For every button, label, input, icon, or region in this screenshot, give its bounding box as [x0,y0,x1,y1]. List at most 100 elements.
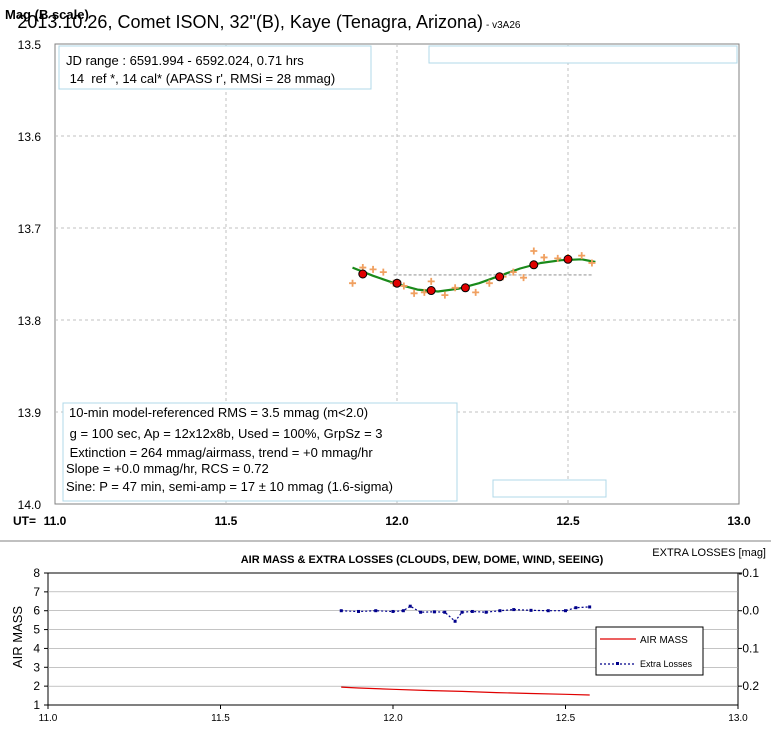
bottom-chart-title: AIR MASS & EXTRA LOSSES (CLOUDS, DEW, DO… [241,554,604,566]
top-x-tick-label: 12.5 [556,514,580,528]
bottom-legend: AIR MASS Extra Losses [595,626,704,676]
bottom-y-tick-label: 3 [33,660,40,674]
extra-losses-point [408,604,412,608]
top-y-tick-label: 14.0 [18,498,42,512]
raw-point [472,288,480,296]
raw-point [485,279,493,287]
info-line: Sine: P = 47 min, semi-amp = 17 ± 10 mma… [66,479,393,494]
raw-point [400,282,408,290]
bottom-y2-tick-label: -0.1 [738,566,759,580]
extra-losses-point [564,609,567,613]
raw-point [540,253,548,261]
extra-losses-point [401,609,405,613]
average-point [460,283,470,293]
top-y-tick-label: 13.7 [18,222,42,236]
bottom-y2-tick-label: 0.1 [742,641,759,655]
bottom-y-tick-label: 8 [33,566,40,580]
raw-point [427,277,435,285]
legend-label-air-mass: AIR MASS [640,635,688,646]
top-y-tick-label: 13.5 [18,38,42,52]
info-line: 10-min model-referenced RMS = 3.5 mmag (… [69,405,368,420]
empty-legend-box-top [428,45,738,64]
bottom-x-tick-labels: 11.0 11.5 12.0 12.5 13.0 [39,713,749,724]
raw-point [441,291,449,299]
bottom-x-tick-label: 12.0 [383,713,403,724]
bottom-x-tick-label: 12.5 [556,713,576,724]
average-point [495,272,505,282]
raw-point [530,247,538,255]
top-x-tick-label: 11.5 [215,514,238,528]
x-axis-prefix: UT= [13,514,36,528]
extra-losses-point [374,609,378,613]
top-chart-title: 2013.10.26, Comet ISON, 32"(B), Kaye (Te… [17,12,483,32]
average-point [392,278,402,288]
extra-losses-line [341,605,590,623]
average-point [426,286,436,296]
bottom-y-tick-label: 4 [33,641,40,655]
top-x-tick-labels: 11.0 11.5 12.0 12.5 13.0 [44,514,751,528]
legend-label-extra-losses: Extra Losses [640,659,693,669]
info-line: Extinction = 264 mmag/airmass, trend = +… [66,445,373,460]
raw-point [451,284,459,292]
info-box-bottom: 10-min model-referenced RMS = 3.5 mmag (… [62,402,458,502]
average-point [358,269,368,279]
raw-point [509,268,517,276]
extra-losses-point [432,610,436,614]
extra-losses-point [443,610,447,614]
raw-point [379,268,387,276]
bottom-y-tick-labels: 1 2 3 4 5 6 7 8 [33,566,40,712]
bottom-series [339,604,592,696]
info-line: JD range : 6591.994 - 6592.024, 0.71 hrs [66,53,304,68]
bottom-y-tick-label: 6 [33,604,40,618]
extra-losses-point [419,610,423,614]
bottom-x-tick-label: 13.0 [728,713,748,724]
extra-losses-point [460,610,464,614]
bottom-y-tick-label: 1 [33,698,40,712]
raw-point [520,274,528,282]
version-label: - v3A26 [486,20,521,31]
extra-losses-point [357,609,360,613]
top-y-tick-label: 13.9 [18,406,42,420]
bottom-x-tick-label: 11.0 [39,713,58,724]
bottom-y2-tick-labels: -0.1 0.0 0.1 0.2 [738,566,759,693]
info-box-top: JD range : 6591.994 - 6592.024, 0.71 hrs… [58,45,372,90]
raw-point [369,265,377,273]
top-x-tick-label: 12.0 [385,514,409,528]
extra-losses-point [498,609,502,613]
top-series [349,247,596,299]
info-line: g = 100 sec, Ap = 12x12x8b, Used = 100%,… [66,426,383,441]
average-point [563,254,573,264]
raw-point [349,279,357,287]
bottom-x-tick-label: 11.5 [211,713,230,724]
raw-point [588,259,596,267]
bottom-y-tick-label: 2 [33,679,40,693]
raw-point [420,288,428,296]
top-y-tick-label: 13.6 [18,130,42,144]
raw-point [554,254,562,262]
raw-point [578,252,586,260]
info-line: 14 ref *, 14 cal* (APASS r', RMSi = 28 m… [66,71,335,86]
top-x-tick-label: 11.0 [44,514,67,528]
average-point [529,260,539,270]
extra-losses-point [546,609,550,613]
info-line: Slope = +0.0 mmag/hr, RCS = 0.72 [66,461,269,476]
extra-losses-point [453,619,457,623]
raw-point [410,289,418,297]
top-y-axis-title: Mag (B scale) [5,7,89,22]
bottom-y-tick-label: 7 [33,585,40,599]
bottom-y2-tick-label: 0.2 [742,679,759,693]
right-axis-title: EXTRA LOSSES [mag] [652,547,766,559]
top-x-tick-label: 13.0 [727,514,751,528]
bottom-y2-tick-label: 0.0 [742,604,759,618]
extra-losses-point [470,609,474,613]
extra-losses-point [529,608,533,612]
empty-legend-box-bottom [492,479,607,498]
extra-losses-point [339,609,343,613]
extra-losses-point [484,610,488,614]
bottom-y-axis-title: AIR MASS [10,606,25,668]
bottom-y-tick-label: 5 [33,623,40,637]
top-y-tick-label: 13.8 [18,314,42,328]
top-y-tick-labels: 13.5 13.6 13.7 13.8 13.9 14.0 [18,38,42,512]
extra-losses-point [391,609,395,613]
